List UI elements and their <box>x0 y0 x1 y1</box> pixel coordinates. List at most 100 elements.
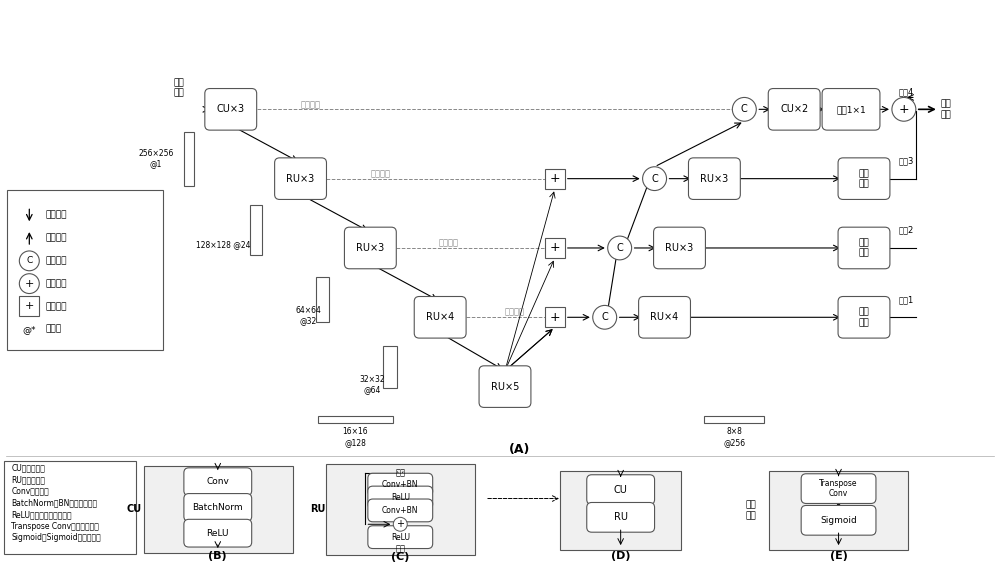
Text: 16×16
@128: 16×16 @128 <box>343 428 368 447</box>
FancyBboxPatch shape <box>654 227 705 269</box>
Text: ReLU: ReLU <box>391 532 410 541</box>
Text: CU: CU <box>126 504 142 514</box>
Text: 第四层级: 第四层级 <box>505 308 525 317</box>
Text: RU×3: RU×3 <box>286 174 315 184</box>
Text: BatchNorm和BN：批规范化层: BatchNorm和BN：批规范化层 <box>11 499 97 508</box>
Text: (E): (E) <box>830 551 848 561</box>
Text: RU×3: RU×3 <box>665 243 694 253</box>
Text: 64×64
@32: 64×64 @32 <box>296 306 321 325</box>
Text: (B): (B) <box>208 551 227 561</box>
FancyBboxPatch shape <box>560 471 681 550</box>
Text: 输出
模块: 输出 模块 <box>746 501 757 520</box>
Circle shape <box>608 236 632 260</box>
Text: Conv+BN: Conv+BN <box>382 506 419 515</box>
FancyBboxPatch shape <box>414 297 466 338</box>
Bar <box>545 169 565 188</box>
Text: +: + <box>25 279 34 289</box>
Text: +: + <box>396 519 404 529</box>
FancyBboxPatch shape <box>769 471 908 550</box>
Text: +: + <box>550 311 560 324</box>
Text: (C): (C) <box>391 552 409 562</box>
Text: Transpose Conv：转置卷积层: Transpose Conv：转置卷积层 <box>11 522 99 531</box>
FancyBboxPatch shape <box>479 366 531 407</box>
Circle shape <box>732 98 756 121</box>
FancyBboxPatch shape <box>275 158 326 200</box>
Text: 256×256
@1: 256×256 @1 <box>138 149 174 169</box>
Text: @*: @* <box>23 325 36 334</box>
Bar <box>19 297 39 316</box>
Bar <box>318 416 393 423</box>
Bar <box>545 238 565 258</box>
Text: ReLU: ReLU <box>207 528 229 537</box>
Text: 按权加和: 按权加和 <box>45 279 67 288</box>
FancyBboxPatch shape <box>801 474 876 504</box>
Bar <box>184 131 194 186</box>
FancyBboxPatch shape <box>4 461 136 554</box>
FancyBboxPatch shape <box>344 227 396 269</box>
FancyBboxPatch shape <box>838 297 890 338</box>
Text: CU×3: CU×3 <box>217 104 245 114</box>
Text: 加权
损失: 加权 损失 <box>941 100 952 119</box>
Circle shape <box>593 306 617 329</box>
Text: 损失3: 损失3 <box>899 156 914 165</box>
Bar <box>383 346 397 387</box>
Bar <box>250 205 262 255</box>
Text: 损失4: 损失4 <box>899 87 914 96</box>
FancyBboxPatch shape <box>768 89 820 130</box>
Text: 卷积1×1: 卷积1×1 <box>836 105 866 114</box>
FancyBboxPatch shape <box>688 158 740 200</box>
Text: Sigmoid：Sigmoid激活函数层: Sigmoid：Sigmoid激活函数层 <box>11 534 101 543</box>
FancyBboxPatch shape <box>205 89 257 130</box>
Text: CU: CU <box>614 484 628 495</box>
Text: 第二层级: 第二层级 <box>370 169 390 178</box>
Text: 输出
模块: 输出 模块 <box>859 307 869 327</box>
Text: 转置卷积: 转置卷积 <box>45 233 67 243</box>
Text: CU：卷积单元: CU：卷积单元 <box>11 463 45 472</box>
FancyBboxPatch shape <box>838 158 890 200</box>
Bar <box>316 277 329 322</box>
Text: C: C <box>741 104 748 114</box>
FancyBboxPatch shape <box>801 505 876 535</box>
FancyBboxPatch shape <box>368 526 433 549</box>
Text: 输出
模块: 输出 模块 <box>859 169 869 188</box>
Text: Transpose
Conv: Transpose Conv <box>819 479 858 499</box>
Text: Sigmoid: Sigmoid <box>820 516 857 525</box>
Text: RU: RU <box>310 504 325 514</box>
FancyBboxPatch shape <box>838 227 890 269</box>
Text: 输出: 输出 <box>395 544 405 553</box>
Text: 输入: 输入 <box>395 468 405 477</box>
FancyBboxPatch shape <box>7 190 163 350</box>
Text: RU×4: RU×4 <box>426 312 454 322</box>
Text: C: C <box>26 257 32 265</box>
Text: Conv: Conv <box>206 477 229 486</box>
Text: 输入
图像: 输入 图像 <box>174 78 184 97</box>
Text: +: + <box>550 241 560 254</box>
Bar <box>704 416 764 423</box>
Text: Conv+BN: Conv+BN <box>382 480 419 489</box>
FancyBboxPatch shape <box>822 89 880 130</box>
Text: CU×2: CU×2 <box>780 104 808 114</box>
FancyBboxPatch shape <box>587 503 655 532</box>
Text: 相加融合: 相加融合 <box>45 302 67 311</box>
FancyBboxPatch shape <box>587 475 655 504</box>
Text: 输出
模块: 输出 模块 <box>859 238 869 258</box>
Bar <box>545 307 565 327</box>
Text: BatchNorm: BatchNorm <box>192 503 243 512</box>
Text: +: + <box>550 172 560 185</box>
Text: C: C <box>601 312 608 322</box>
Text: Conv：卷积层: Conv：卷积层 <box>11 487 49 496</box>
FancyBboxPatch shape <box>368 473 433 496</box>
Text: 128×128 @24: 128×128 @24 <box>196 240 250 249</box>
Circle shape <box>19 274 39 293</box>
Text: 损失2: 损失2 <box>899 226 914 235</box>
Text: 拼接融合: 拼接融合 <box>45 257 67 265</box>
FancyBboxPatch shape <box>326 464 475 555</box>
Text: C: C <box>651 174 658 184</box>
Text: +: + <box>25 301 34 311</box>
Text: 最大池化: 最大池化 <box>45 211 67 220</box>
Text: 通道数: 通道数 <box>45 325 61 334</box>
Text: RU：残差单元: RU：残差单元 <box>11 475 45 484</box>
Text: 第一层级: 第一层级 <box>301 100 321 109</box>
Text: (D): (D) <box>611 551 630 561</box>
Text: RU×5: RU×5 <box>491 382 519 391</box>
